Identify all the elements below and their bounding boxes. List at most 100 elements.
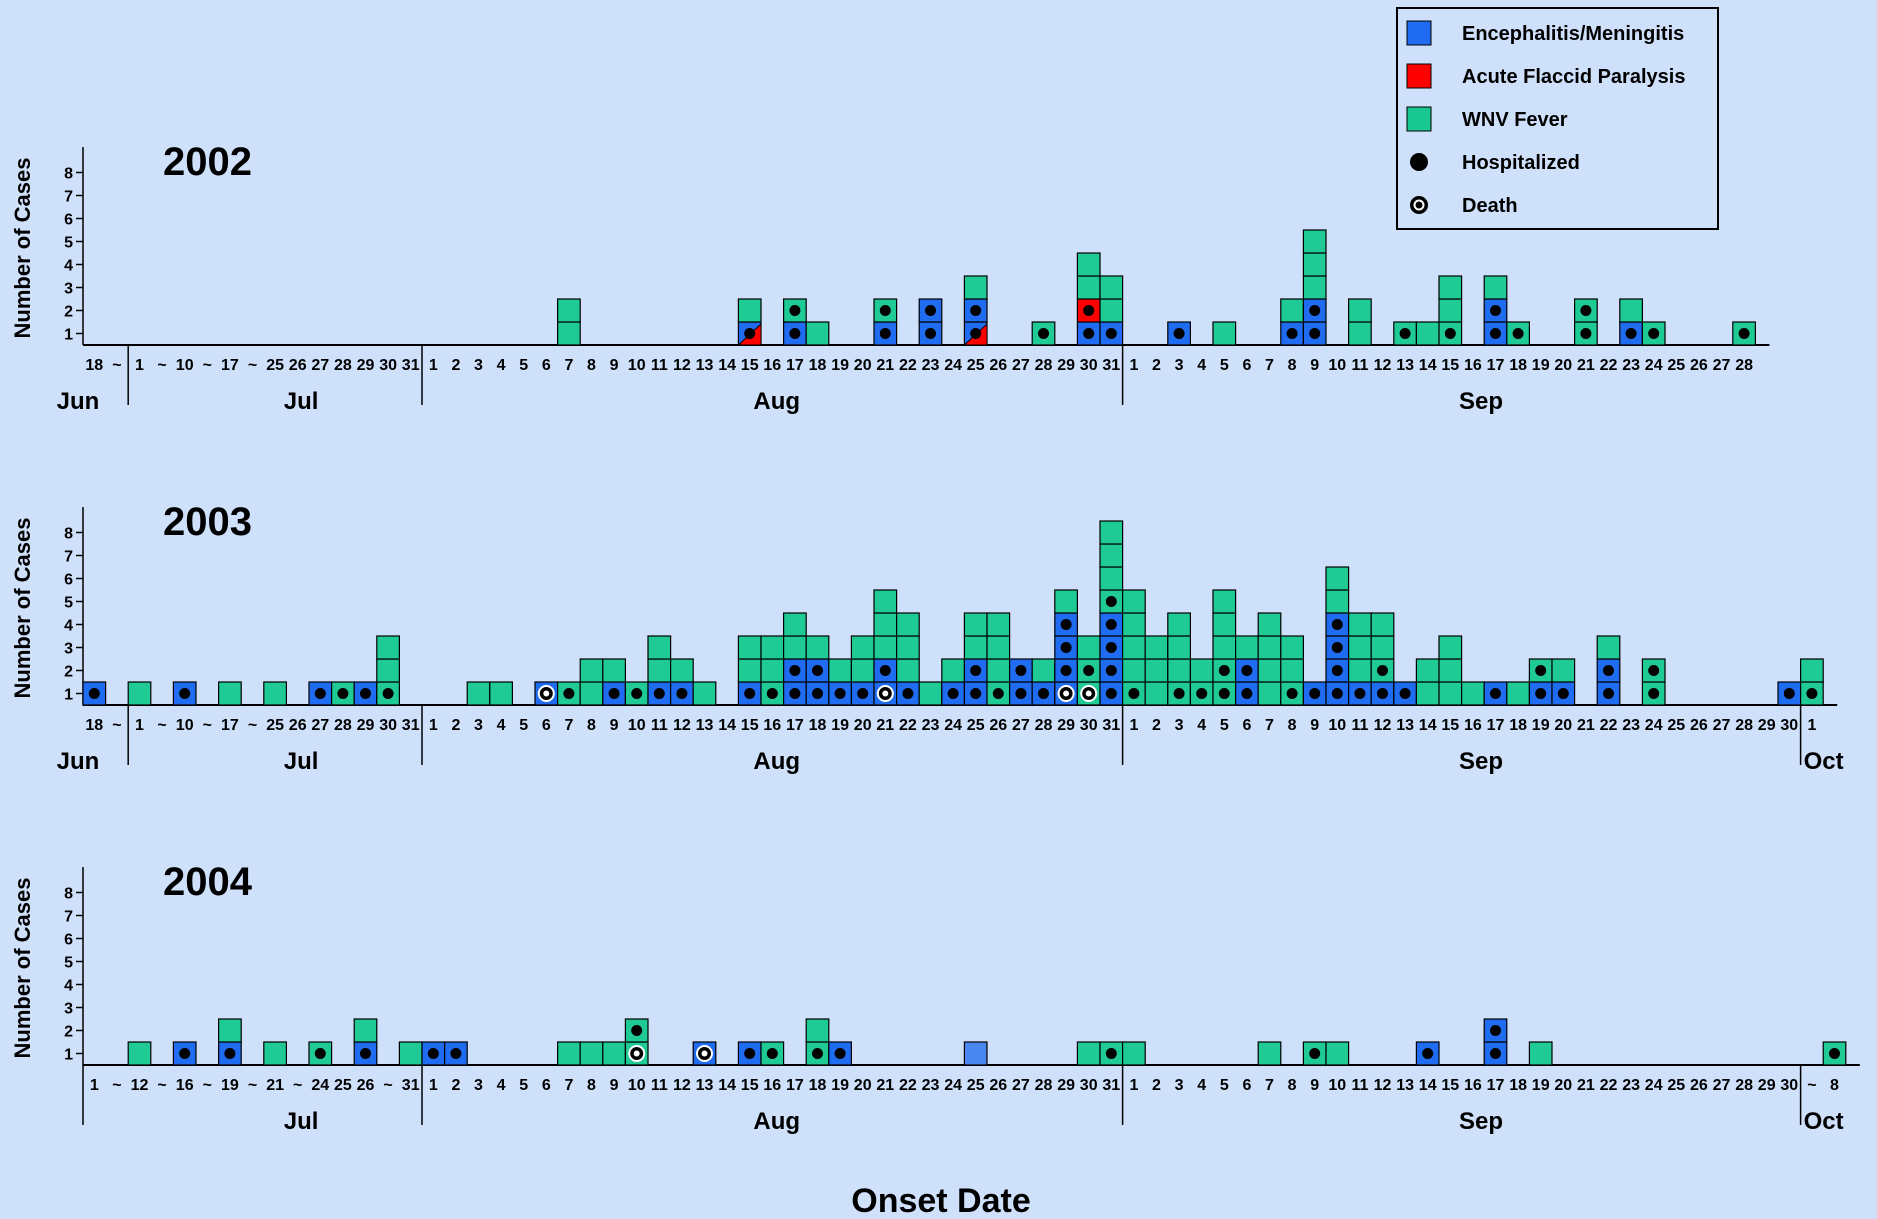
x-tick-label: 15 <box>741 357 759 374</box>
hospitalized-marker <box>1196 688 1208 699</box>
x-tick-label: 21 <box>876 717 894 734</box>
x-tick-label: 31 <box>1102 1077 1120 1094</box>
x-tick-label: 17 <box>1487 717 1505 734</box>
case-fever <box>1438 275 1463 300</box>
hospitalized-marker <box>1038 328 1049 339</box>
panel-year-label: 2002 <box>163 140 252 184</box>
hospitalized-marker <box>1309 1048 1321 1059</box>
x-tick-label: 6 <box>1242 1077 1251 1094</box>
hospitalized-marker <box>676 688 688 699</box>
legend-label: Death <box>1462 195 1518 217</box>
x-tick-label: 18 <box>85 357 103 374</box>
hospitalized-marker <box>314 1048 326 1059</box>
case-fever <box>1167 612 1192 637</box>
x-tick-label: 20 <box>1554 1077 1572 1094</box>
x-tick-label: 1 <box>429 717 438 734</box>
y-tick-label: 1 <box>64 687 73 704</box>
x-tick-label: 30 <box>379 357 397 374</box>
x-tick-label: 23 <box>1622 1077 1640 1094</box>
hospitalized-marker <box>925 305 936 316</box>
hospitalized-marker <box>1173 688 1185 699</box>
x-tick-label: 10 <box>1328 1077 1346 1094</box>
panel-year-label: 2003 <box>163 500 252 544</box>
y-tick-label: 3 <box>64 641 73 658</box>
x-tick-label: 17 <box>221 717 239 734</box>
x-tick-label: 25 <box>967 1077 985 1094</box>
case-fever <box>1167 658 1192 683</box>
legend-swatch <box>1406 20 1432 46</box>
case-fever <box>579 658 604 683</box>
x-tick-label: 28 <box>1735 357 1753 374</box>
hospitalized-marker <box>1512 328 1524 339</box>
hospitalized-marker <box>1535 688 1547 699</box>
month-label-sep: Sep <box>1459 388 1503 415</box>
x-tick-label: 13 <box>1396 1077 1414 1094</box>
case-fever <box>1144 635 1169 660</box>
hospitalized-marker <box>1286 688 1298 699</box>
hospitalized-marker <box>1286 328 1298 339</box>
legend-death-symbol-center <box>1415 201 1423 209</box>
month-label-oct: Oct <box>1804 748 1844 775</box>
case-fever <box>895 612 920 637</box>
x-tick-label: 1 <box>429 357 438 374</box>
death-marker-center <box>882 690 889 697</box>
hospitalized-marker <box>1060 642 1072 653</box>
case-fever <box>1144 681 1169 706</box>
hospitalized-marker <box>789 665 801 676</box>
case-fever <box>1212 321 1237 346</box>
case-fever <box>963 635 988 660</box>
hospitalized-marker <box>1105 619 1117 630</box>
x-tick-label: 12 <box>1374 717 1392 734</box>
x-tick-label: 1 <box>1129 717 1138 734</box>
case-fever <box>805 321 830 346</box>
case-fever <box>1076 252 1101 277</box>
x-tick-label: 28 <box>1735 1077 1753 1094</box>
legend-label: Encephalitis/Meningitis <box>1462 23 1684 45</box>
hospitalized-marker <box>970 665 982 676</box>
x-tick-label: 22 <box>899 357 917 374</box>
hospitalized-marker <box>970 305 982 316</box>
x-tick-label: 16 <box>1464 357 1482 374</box>
case-fever <box>556 1041 581 1066</box>
x-tick-label: 7 <box>1265 357 1274 374</box>
x-tick-label: 13 <box>1396 357 1414 374</box>
case-fever <box>1076 635 1101 660</box>
x-tick-label: 23 <box>922 717 940 734</box>
case-fever <box>737 298 762 323</box>
x-tick-label: 9 <box>1310 357 1319 374</box>
x-tick-label: 26 <box>1690 717 1708 734</box>
hospitalized-marker <box>1648 328 1660 339</box>
x-tick-label: 21 <box>1577 717 1595 734</box>
x-tick-label: 8 <box>1830 1077 1839 1094</box>
x-tick-label: 25 <box>1667 1077 1685 1094</box>
case-fever <box>1257 635 1282 660</box>
x-tick-label: 15 <box>1441 717 1459 734</box>
x-tick-label: 26 <box>989 357 1007 374</box>
case-fever <box>1370 635 1395 660</box>
case-fever <box>1121 1041 1146 1066</box>
x-tick-label: 22 <box>1600 357 1618 374</box>
x-tick-label: 30 <box>1780 717 1798 734</box>
hospitalized-marker <box>1490 688 1501 699</box>
x-tick-label: 16 <box>763 357 781 374</box>
x-tick-label: 10 <box>1328 357 1346 374</box>
case-fever <box>1031 658 1056 683</box>
x-tick-label: 17 <box>786 357 804 374</box>
x-tick-label: 16 <box>176 1077 194 1094</box>
x-tick-label: 5 <box>519 717 528 734</box>
hospitalized-marker <box>179 688 191 699</box>
case-fever <box>1325 589 1350 614</box>
case-fever <box>1212 635 1237 660</box>
y-axis-title: Number of Cases <box>10 158 35 339</box>
case-fever <box>963 275 988 300</box>
x-tick-label: 20 <box>1554 357 1572 374</box>
y-tick-label: 4 <box>64 258 73 275</box>
x-tick-label: 16 <box>1464 1077 1482 1094</box>
y-tick-label: 7 <box>64 549 73 566</box>
case-fever <box>127 681 152 706</box>
y-tick-label: 3 <box>64 281 73 298</box>
x-tick-label: 14 <box>718 717 736 734</box>
